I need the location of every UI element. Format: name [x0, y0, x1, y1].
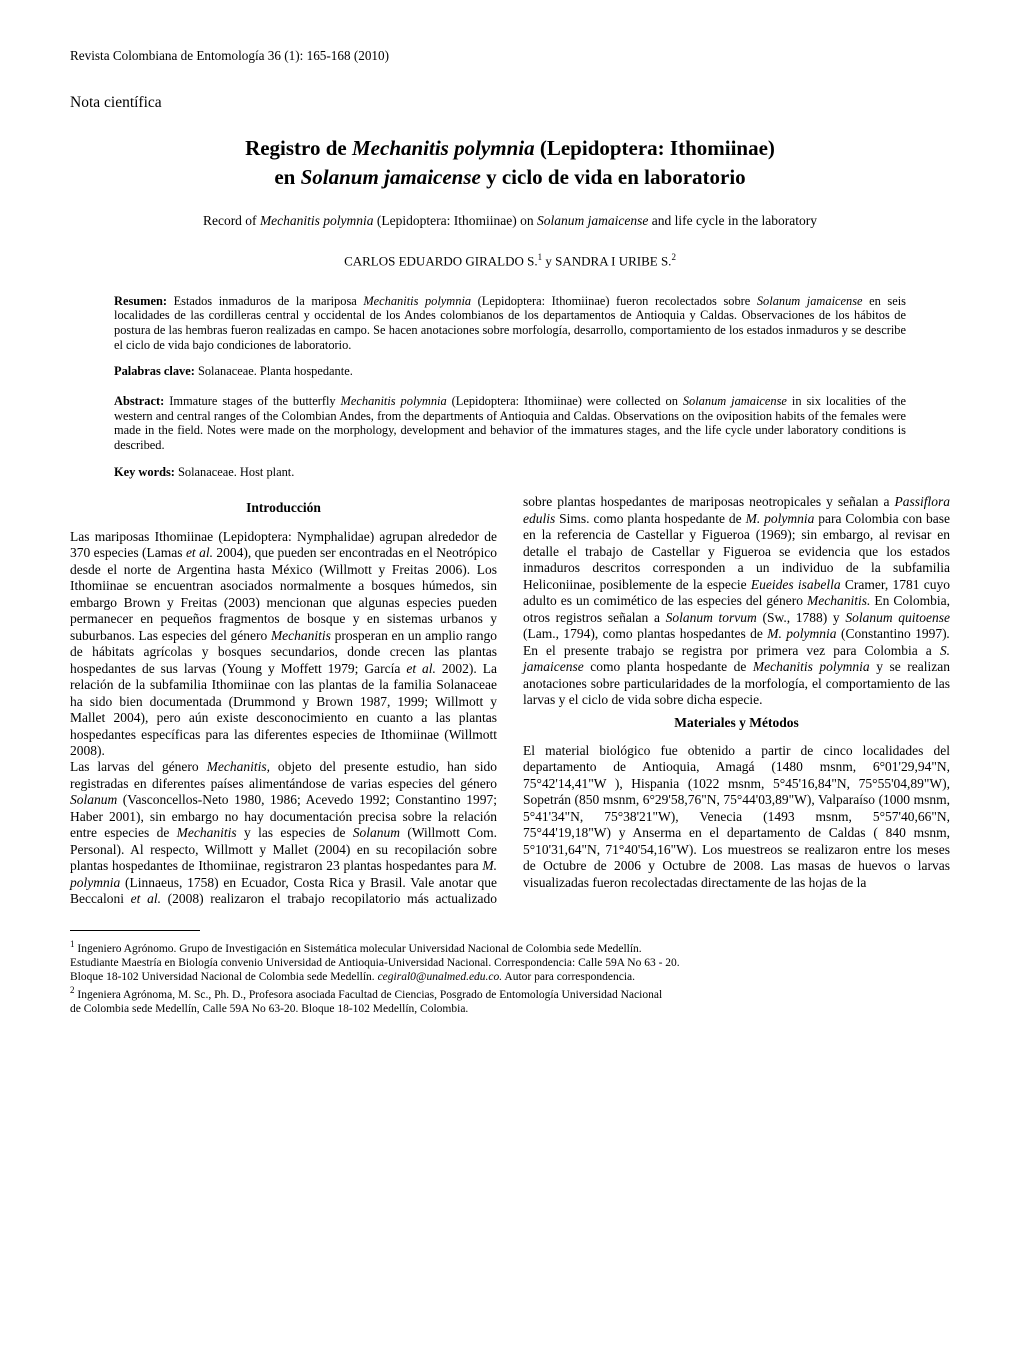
footnote-rule	[70, 930, 200, 931]
abstract-text: (Lepidoptera: Ithomiinae) were collected…	[447, 394, 683, 408]
body-italic: M. polymnia	[767, 626, 836, 641]
footnote-1-cont: Estudiante Maestría en Biología convenio…	[70, 956, 950, 970]
body-text: y las especies de	[237, 825, 353, 840]
body-text: como planta hospedante de	[584, 659, 753, 674]
footnote-1-cont: Bloque 18-102 Universidad Nacional de Co…	[70, 970, 950, 984]
body-italic: M. polymnia	[746, 511, 815, 526]
body-italic: Eueides isabella	[751, 577, 841, 592]
abstract-italic: Solanum jamaicense	[683, 394, 787, 408]
body-italic: Solanum	[70, 792, 117, 807]
footnote-text: Ingeniera Agrónoma, M. Sc., Ph. D., Prof…	[75, 988, 663, 1000]
resumen-text: Estados inmaduros de la mariposa	[167, 294, 363, 308]
section-heading-introduccion: Introducción	[70, 500, 497, 516]
resumen-block: Resumen: Estados inmaduros de la maripos…	[114, 294, 906, 353]
footnotes-block: 1 Ingeniero Agrónomo. Grupo de Investiga…	[70, 939, 950, 1017]
section-type-label: Nota científica	[70, 93, 950, 113]
body-text: El material biológico fue obtenido a par…	[523, 743, 950, 890]
resumen-italic: Solanum jamaicense	[757, 294, 863, 308]
title-text: (Lepidoptera: Ithomiinae)	[535, 136, 775, 160]
body-italic: Mechanitis polymnia	[753, 659, 870, 674]
title-en-text: and life cycle in the laboratory	[648, 213, 817, 228]
body-text: (2008) realizaron el trabajo recopilator…	[161, 891, 436, 906]
palabras-clave-label: Palabras clave:	[114, 364, 195, 378]
body-italic: Mechanitis.	[807, 593, 870, 608]
body-text: Sims. como planta hospedante de	[555, 511, 745, 526]
title-en-text: Record of	[203, 213, 260, 228]
footnote-2-cont: de Colombia sede Medellín, Calle 59A No …	[70, 1002, 950, 1016]
running-header: Revista Colombiana de Entomología 36 (1)…	[70, 48, 950, 65]
abstract-text: Immature stages of the butterfly	[164, 394, 340, 408]
body-italic: .	[947, 626, 950, 641]
keywords-text: Solanaceae. Host plant.	[175, 465, 294, 479]
section-heading-materiales: Materiales y Métodos	[523, 715, 950, 731]
body-columns: Introducción Las mariposas Ithomiinae (L…	[70, 494, 950, 907]
article-title-english: Record of Mechanitis polymnia (Lepidopte…	[70, 212, 950, 229]
body-italic: Solanum	[353, 825, 400, 840]
body-italic: Mechanitis	[177, 825, 237, 840]
body-italic: et al.	[406, 661, 436, 676]
title-text: en	[274, 165, 300, 189]
abstract-italic: Mechanitis polymnia	[341, 394, 447, 408]
footnote-2: 2 Ingeniera Agrónoma, M. Sc., Ph. D., Pr…	[70, 985, 950, 1002]
title-en-text: (Lepidoptera: Ithomiinae) on	[374, 213, 537, 228]
resumen-label: Resumen:	[114, 294, 167, 308]
body-text: Las larvas del género	[70, 759, 207, 774]
footnote-email: cegiral0@unalmed.edu.co.	[378, 971, 503, 983]
author-name: SANDRA I URIBE S.	[555, 253, 671, 268]
author-affil-sup: 2	[671, 252, 676, 262]
palabras-clave-block: Palabras clave: Solanaceae. Planta hospe…	[114, 364, 906, 380]
title-text: y ciclo de vida en laboratorio	[481, 165, 746, 189]
body-italic: Mechanitis,	[207, 759, 270, 774]
article-title-line1: Registro de Mechanitis polymnia (Lepidop…	[70, 135, 950, 162]
footnote-text: Ingeniero Agrónomo. Grupo de Investigaci…	[75, 943, 642, 955]
abstract-label: Abstract:	[114, 394, 164, 408]
author-separator: y	[542, 253, 555, 268]
abstract-block: Abstract: Immature stages of the butterf…	[114, 394, 906, 453]
author-name: CARLOS EDUARDO GIRALDO S.	[344, 253, 538, 268]
palabras-clave-text: Solanaceae. Planta hospedante.	[195, 364, 353, 378]
body-italic: Solanum quitoense	[845, 610, 950, 625]
authors-line: CARLOS EDUARDO GIRALDO S.1 y SANDRA I UR…	[70, 252, 950, 270]
footnote-text: Bloque 18-102 Universidad Nacional de Co…	[70, 971, 378, 983]
resumen-italic: Mechanitis polymnia	[363, 294, 471, 308]
title-en-italic: Solanum jamaicense	[537, 213, 648, 228]
body-italic: Solanum torvum	[666, 610, 757, 625]
body-italic: et al.	[186, 545, 213, 560]
title-text: Registro de	[245, 136, 352, 160]
body-text: (Sw., 1788) y	[757, 610, 846, 625]
body-italic: et al.	[131, 891, 161, 906]
title-en-italic: Mechanitis polymnia	[260, 213, 374, 228]
body-text: (Constantino 1997)	[837, 626, 947, 641]
title-italic: Solanum jamaicense	[301, 165, 481, 189]
intro-paragraph-1: Las mariposas Ithomiinae (Lepidoptera: N…	[70, 529, 497, 760]
keywords-block: Key words: Solanaceae. Host plant.	[114, 465, 906, 481]
footnote-1: 1 Ingeniero Agrónomo. Grupo de Investiga…	[70, 939, 950, 956]
footnote-text: Autor para correspondencia.	[502, 971, 635, 983]
title-italic: Mechanitis polymnia	[352, 136, 535, 160]
body-text: En el presente trabajo se registra por p…	[523, 643, 940, 658]
body-italic: Mechanitis	[271, 628, 331, 643]
keywords-label: Key words:	[114, 465, 175, 479]
materiales-paragraph-1: El material biológico fue obtenido a par…	[523, 743, 950, 891]
resumen-text: (Lepidoptera: Ithomiinae) fueron recolec…	[471, 294, 757, 308]
article-title-line2: en Solanum jamaicense y ciclo de vida en…	[70, 164, 950, 191]
body-text: (Lam., 1794), como plantas hospedantes d…	[523, 626, 767, 641]
